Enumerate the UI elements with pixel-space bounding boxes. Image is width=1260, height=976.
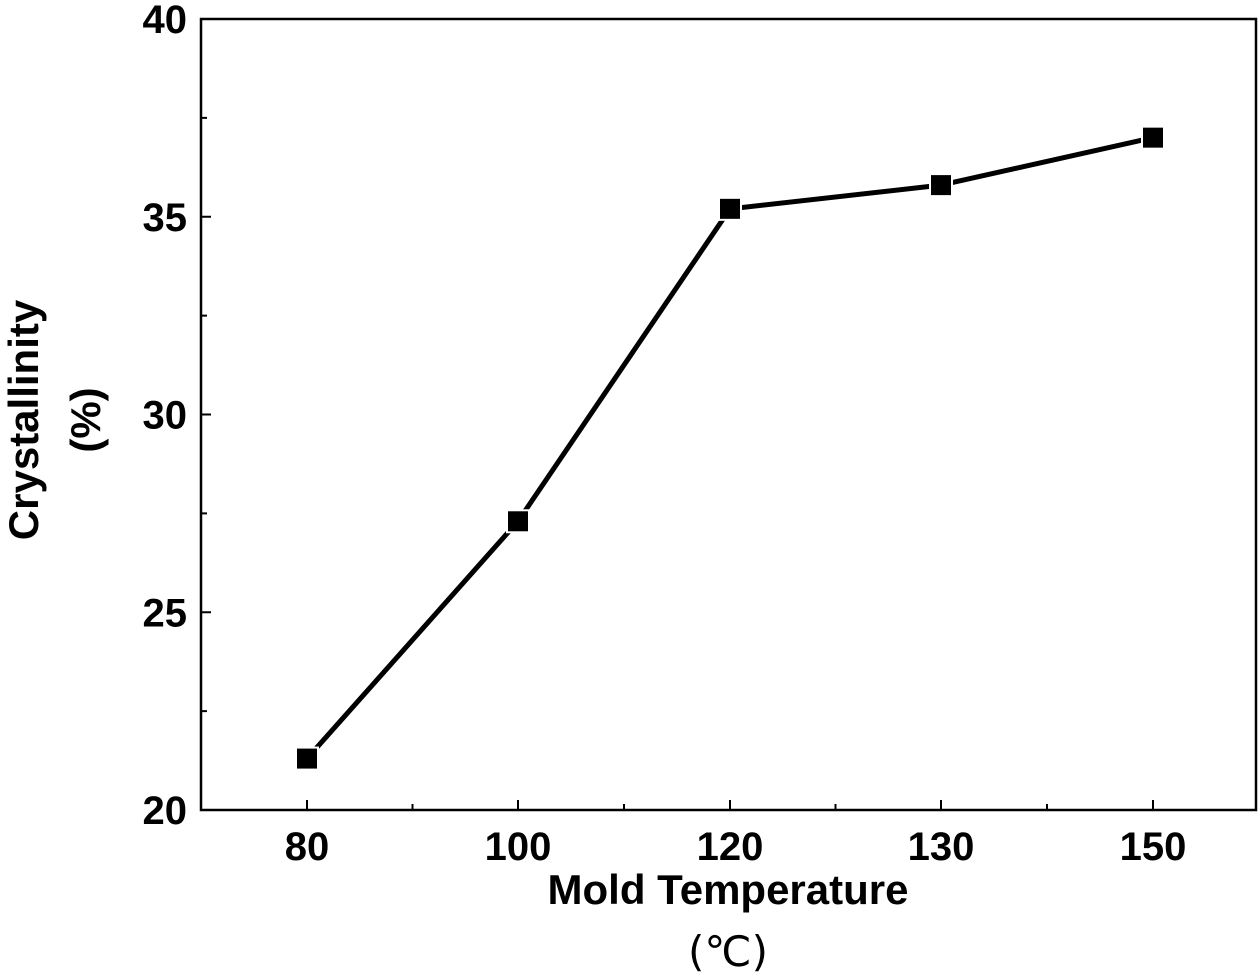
data-point-marker [929, 173, 953, 198]
series-group [295, 125, 1165, 771]
x-axis: 80 100 120 130 150 [285, 800, 1187, 869]
x-axis-title: Mold Temperature [548, 866, 909, 913]
x-tick-label: 80 [285, 825, 330, 869]
series-line-segment [938, 135, 1156, 188]
data-point-marker [506, 509, 530, 534]
y-axis-title: Crystallinity [0, 299, 47, 540]
data-point-marker [295, 746, 319, 771]
x-tick-label: 130 [908, 825, 975, 869]
series-line-segment [515, 206, 733, 524]
y-tick-label: 20 [143, 789, 188, 833]
data-point-marker [718, 196, 742, 221]
y-tick-label: 40 [143, 0, 188, 42]
x-tick-label: 150 [1120, 825, 1187, 869]
series-line-segment [727, 182, 944, 212]
x-axis-unit: (℃) [688, 927, 768, 976]
x-tick-label: 100 [485, 825, 552, 869]
y-tick-label: 25 [143, 591, 188, 635]
y-tick-label: 35 [143, 196, 188, 240]
series-line-segment [304, 518, 521, 762]
data-point-marker [1141, 125, 1165, 150]
y-axis-unit: (%) [62, 387, 109, 452]
plot-frame [199, 17, 1258, 812]
x-tick-label: 120 [697, 825, 764, 869]
y-tick-label: 30 [143, 394, 188, 438]
y-axis: 20 25 30 35 40 [143, 0, 211, 833]
